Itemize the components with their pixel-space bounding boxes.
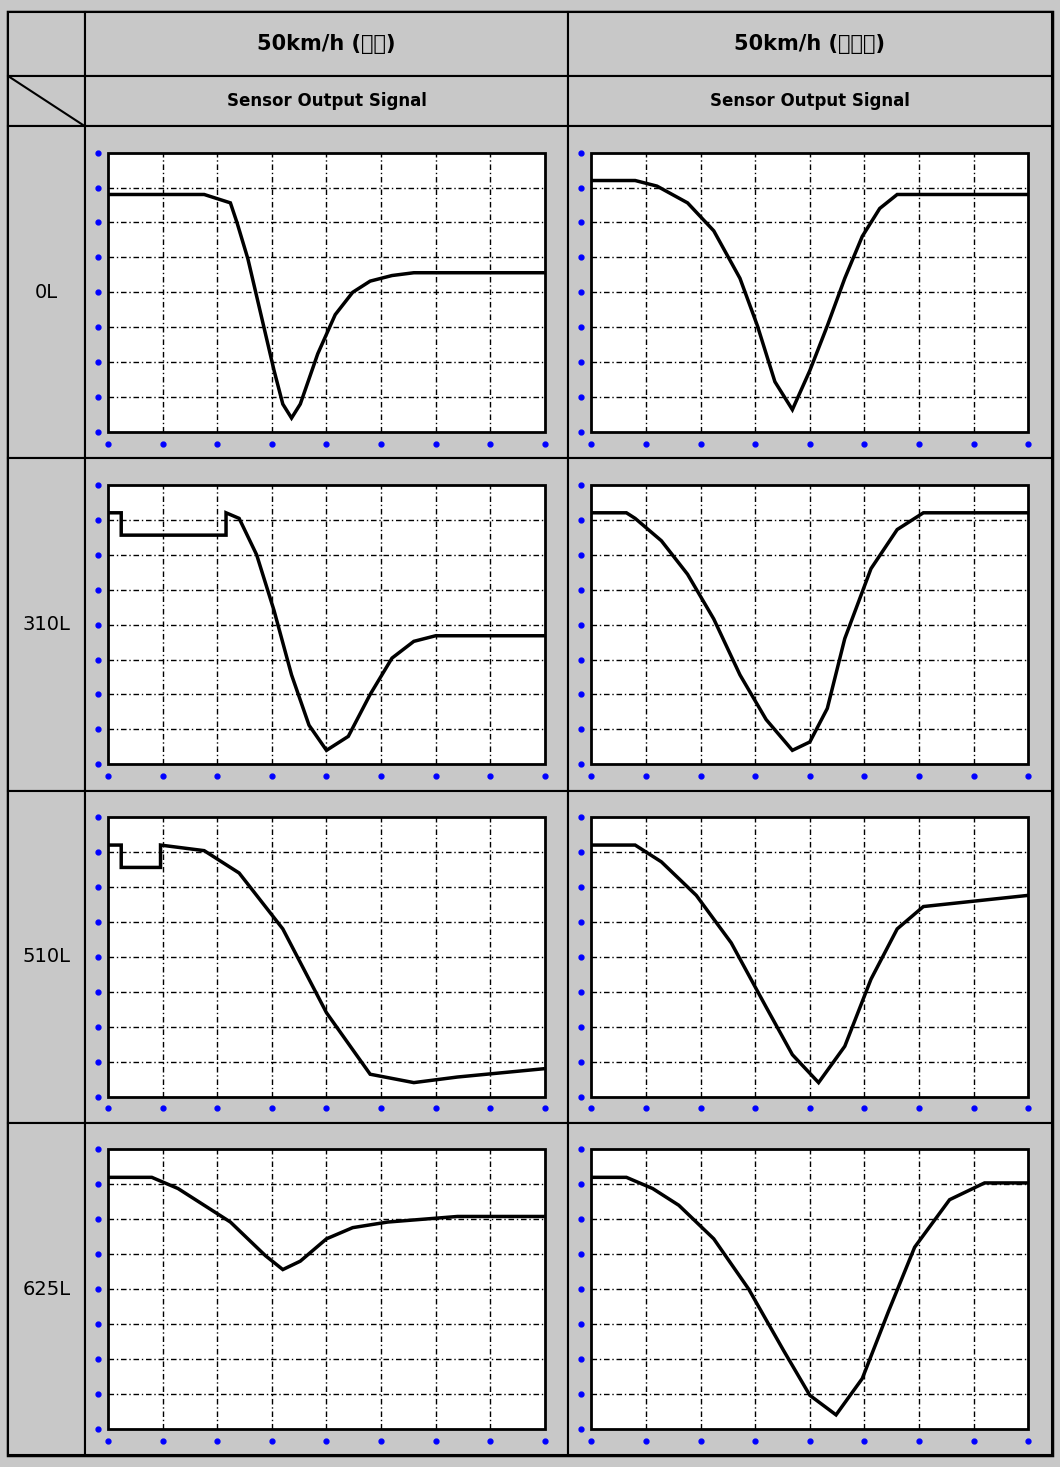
- Bar: [85, 1124, 568, 1455]
- Text: Sensor Output Signal: Sensor Output Signal: [227, 92, 426, 110]
- Text: 625L: 625L: [22, 1279, 71, 1298]
- Bar: [591, 817, 1028, 1097]
- Bar: [108, 817, 545, 1097]
- Bar: [85, 458, 568, 791]
- Bar: [591, 484, 1028, 764]
- Bar: [591, 153, 1028, 431]
- Bar: [85, 76, 568, 126]
- Bar: [8, 126, 85, 458]
- Bar: [568, 76, 1052, 126]
- Text: Sensor Output Signal: Sensor Output Signal: [710, 92, 909, 110]
- Text: 50km/h (성인): 50km/h (성인): [258, 34, 395, 54]
- Bar: [8, 1124, 85, 1455]
- Bar: [568, 12, 1052, 76]
- Bar: [108, 1150, 545, 1429]
- Bar: [108, 153, 545, 431]
- Bar: [85, 791, 568, 1124]
- Bar: [8, 458, 85, 791]
- Bar: [568, 1124, 1052, 1455]
- Bar: [85, 126, 568, 458]
- Text: 0L: 0L: [35, 283, 58, 302]
- Bar: [8, 76, 85, 126]
- Text: 510L: 510L: [22, 948, 71, 967]
- Bar: [8, 791, 85, 1124]
- Bar: [568, 126, 1052, 458]
- Text: 50km/h (어린이): 50km/h (어린이): [735, 34, 885, 54]
- Bar: [8, 12, 85, 76]
- Text: 310L: 310L: [22, 615, 71, 634]
- Bar: [568, 791, 1052, 1124]
- Bar: [85, 12, 568, 76]
- Bar: [108, 484, 545, 764]
- Bar: [568, 458, 1052, 791]
- Bar: [591, 1150, 1028, 1429]
